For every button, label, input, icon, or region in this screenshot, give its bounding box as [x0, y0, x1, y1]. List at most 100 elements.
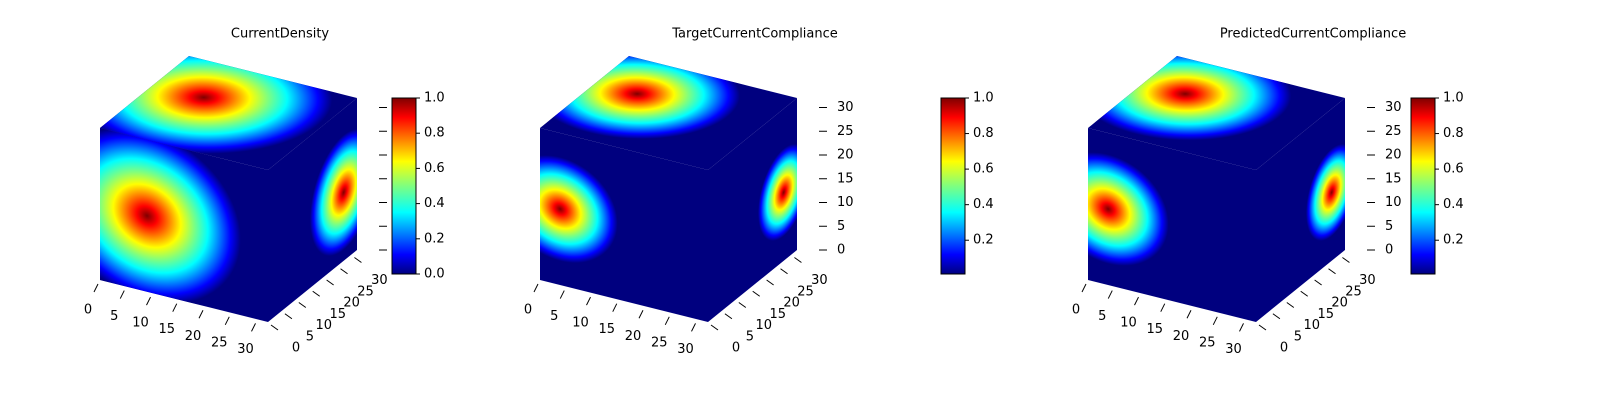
y-tick-label: 0 [1280, 341, 1288, 356]
x-tick-label: 5 [550, 309, 558, 324]
colorbar-tick-label: 0.8 [1443, 126, 1464, 141]
z-tick-label: 30 [837, 100, 854, 115]
y-tick [1342, 257, 1350, 263]
y-tick [284, 313, 293, 320]
colorbar-tick-label: 0.2 [973, 233, 994, 248]
y-tick-label: 10 [316, 318, 333, 333]
x-tick [559, 290, 565, 299]
x-tick-label: 20 [185, 329, 202, 344]
y-tick [710, 324, 719, 331]
colorbar-tick-label: 0.2 [424, 231, 445, 246]
z-tick-label: 10 [837, 195, 854, 210]
x-tick-label: 15 [598, 322, 615, 337]
y-tick [326, 279, 334, 286]
colorbar [1410, 97, 1436, 275]
y-tick-label: 30 [811, 273, 828, 288]
field-blob [1303, 138, 1345, 247]
subplot-title: PredictedCurrentCompliance [1220, 27, 1406, 42]
x-tick [172, 303, 178, 312]
cube-face [540, 128, 708, 322]
x-tick-label: 25 [651, 335, 668, 350]
y-tick-label: 15 [329, 307, 346, 322]
z-tick-label: 10 [1385, 195, 1402, 210]
x-tick-label: 0 [524, 303, 532, 318]
colorbar-tick-label: 0.4 [424, 196, 445, 211]
x-tick [533, 283, 539, 293]
z-tick-label: 0 [1385, 243, 1393, 258]
y-tick [1300, 290, 1309, 297]
x-tick [1107, 290, 1113, 299]
colorbar-tick-label: 0.6 [973, 162, 994, 177]
y-tick-label: 15 [1317, 307, 1334, 322]
x-tick-label: 10 [1120, 316, 1137, 331]
x-tick [1160, 303, 1166, 312]
colorbar-tick-label: 0.2 [1443, 233, 1464, 248]
subplot: CurrentDensity05101520253005101520253005… [84, 27, 445, 357]
z-tick-label: 30 [1385, 100, 1402, 115]
x-tick-label: 30 [677, 342, 694, 357]
x-tick [146, 296, 151, 306]
z-tick-label: 15 [837, 171, 854, 186]
z-tick-label: 20 [837, 148, 854, 163]
colorbar-tick-label: 0.0 [424, 267, 445, 282]
x-tick-label: 15 [158, 322, 175, 337]
y-tick [794, 257, 802, 263]
subplot-title: CurrentDensity [231, 27, 330, 42]
x-tick-label: 25 [211, 335, 228, 350]
z-tick-label: 0 [837, 243, 845, 258]
field-blob [306, 121, 357, 264]
x-tick [224, 316, 230, 326]
x-tick-label: 20 [1173, 329, 1190, 344]
colorbar-tick-label: 0.8 [424, 126, 445, 141]
y-tick [298, 302, 307, 308]
x-tick [1081, 283, 1087, 293]
x-tick-label: 10 [572, 316, 589, 331]
colorbar-tick-label: 0.6 [1443, 162, 1464, 177]
x-tick-label: 5 [110, 309, 118, 324]
x-tick [638, 310, 644, 319]
y-tick-label: 10 [1304, 318, 1321, 333]
colorbar-tick-label: 1.0 [1443, 91, 1464, 106]
x-tick [198, 310, 204, 319]
y-tick-label: 5 [746, 329, 754, 344]
field-blob [540, 149, 624, 269]
y-tick [738, 302, 747, 308]
x-tick [586, 296, 591, 306]
x-tick-label: 30 [237, 342, 254, 357]
colorbar-tick-label: 0.4 [1443, 197, 1464, 212]
x-tick-label: 0 [1072, 303, 1080, 318]
y-tick [1272, 313, 1281, 320]
x-tick-label: 25 [1199, 335, 1216, 350]
x-tick [251, 323, 256, 332]
y-tick-label: 25 [797, 284, 814, 299]
z-tick-label: 5 [1385, 219, 1393, 234]
y-tick-label: 25 [1345, 284, 1362, 299]
y-tick-label: 10 [756, 318, 773, 333]
cube-face [268, 98, 357, 322]
z-tick-label: 25 [1385, 124, 1402, 139]
y-tick [340, 268, 348, 275]
colorbar-tick-label: 0.8 [973, 126, 994, 141]
x-tick [691, 323, 696, 332]
field-blob [755, 138, 797, 247]
cube-face [1256, 98, 1345, 322]
y-tick [312, 290, 321, 297]
y-tick [354, 257, 362, 263]
colorbar-tick-label: 1.0 [424, 91, 445, 106]
x-tick [93, 283, 99, 293]
colorbar-tick-label: 0.6 [424, 161, 445, 176]
y-tick [780, 268, 788, 275]
y-tick-label: 0 [732, 341, 740, 356]
x-tick [1212, 316, 1218, 326]
y-tick [1314, 279, 1322, 286]
x-tick-label: 30 [1225, 342, 1242, 357]
colorbar-tick-label: 0.4 [973, 197, 994, 212]
x-tick [119, 290, 125, 299]
y-tick-label: 5 [306, 329, 314, 344]
x-tick-label: 10 [132, 316, 149, 331]
x-tick [1239, 323, 1244, 332]
y-tick-label: 30 [1359, 273, 1376, 288]
y-tick [1258, 324, 1267, 331]
